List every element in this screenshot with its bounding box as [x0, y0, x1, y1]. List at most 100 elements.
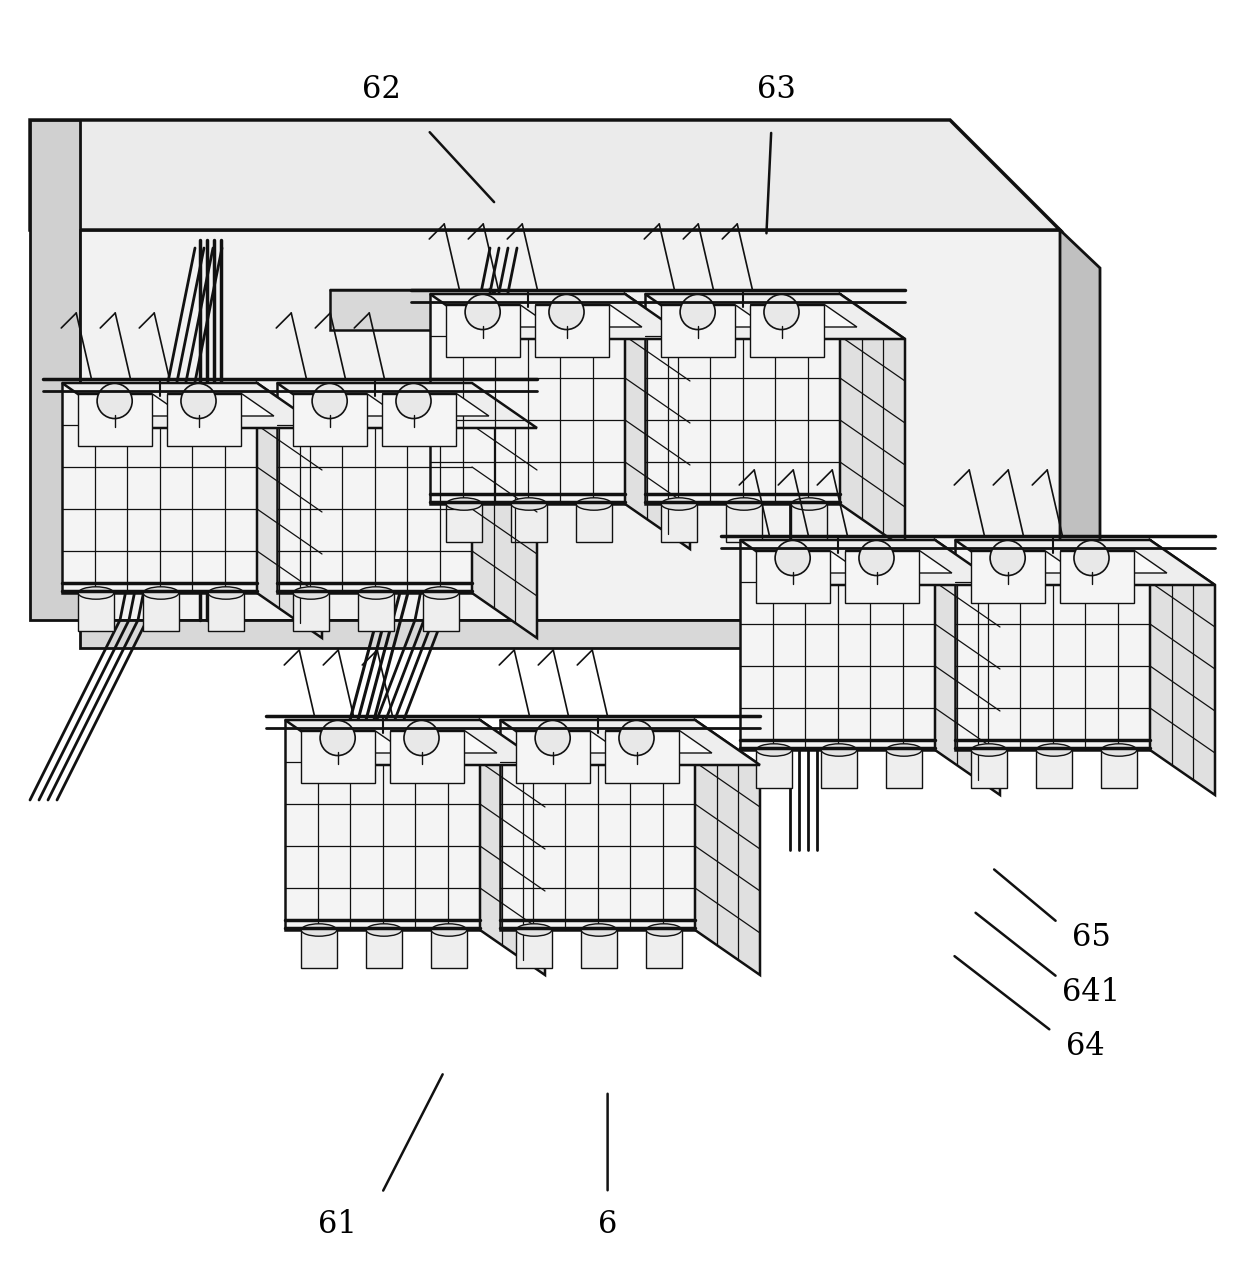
- Polygon shape: [755, 550, 862, 573]
- Circle shape: [181, 384, 216, 419]
- Polygon shape: [446, 504, 481, 542]
- Ellipse shape: [887, 744, 921, 757]
- Circle shape: [536, 721, 570, 755]
- Polygon shape: [646, 930, 682, 967]
- Polygon shape: [1060, 550, 1167, 573]
- Polygon shape: [62, 383, 257, 593]
- Polygon shape: [661, 305, 768, 327]
- Polygon shape: [391, 730, 465, 783]
- Polygon shape: [887, 750, 921, 787]
- Ellipse shape: [432, 924, 466, 937]
- Polygon shape: [846, 550, 919, 604]
- Polygon shape: [432, 930, 466, 967]
- Polygon shape: [445, 305, 552, 327]
- Text: 62: 62: [362, 74, 402, 105]
- Polygon shape: [935, 540, 999, 795]
- Polygon shape: [500, 720, 760, 766]
- Polygon shape: [955, 540, 1149, 750]
- Ellipse shape: [1101, 744, 1137, 757]
- Circle shape: [465, 295, 500, 329]
- Polygon shape: [1149, 540, 1215, 795]
- Ellipse shape: [646, 924, 682, 937]
- Circle shape: [312, 384, 347, 419]
- Polygon shape: [955, 540, 1215, 584]
- Polygon shape: [536, 305, 642, 327]
- Polygon shape: [167, 393, 242, 447]
- Circle shape: [1074, 541, 1109, 575]
- Polygon shape: [971, 550, 1044, 604]
- Polygon shape: [78, 393, 151, 447]
- Polygon shape: [971, 550, 1078, 573]
- Polygon shape: [500, 720, 694, 930]
- Ellipse shape: [516, 924, 552, 937]
- Polygon shape: [846, 550, 952, 573]
- Polygon shape: [480, 720, 546, 975]
- Polygon shape: [661, 504, 697, 542]
- Text: 65: 65: [1071, 923, 1111, 953]
- Polygon shape: [1101, 750, 1137, 787]
- Circle shape: [680, 295, 715, 329]
- Polygon shape: [293, 393, 367, 447]
- Polygon shape: [81, 620, 1060, 648]
- Ellipse shape: [511, 498, 547, 510]
- Ellipse shape: [971, 744, 1007, 757]
- Polygon shape: [78, 593, 114, 630]
- Polygon shape: [285, 720, 546, 766]
- Polygon shape: [582, 930, 616, 967]
- Polygon shape: [740, 540, 935, 750]
- Polygon shape: [445, 305, 520, 357]
- Polygon shape: [750, 305, 857, 327]
- Polygon shape: [430, 293, 625, 504]
- Polygon shape: [167, 393, 274, 416]
- Polygon shape: [577, 504, 611, 542]
- Polygon shape: [661, 305, 734, 357]
- Ellipse shape: [366, 924, 402, 937]
- Polygon shape: [536, 305, 609, 357]
- Polygon shape: [62, 383, 322, 427]
- Polygon shape: [30, 120, 1060, 230]
- Polygon shape: [605, 730, 680, 783]
- Circle shape: [619, 721, 653, 755]
- Polygon shape: [300, 730, 374, 783]
- Text: 64: 64: [1065, 1031, 1105, 1062]
- Polygon shape: [516, 730, 622, 753]
- Polygon shape: [1060, 230, 1100, 648]
- Ellipse shape: [577, 498, 611, 510]
- Ellipse shape: [423, 587, 459, 600]
- Circle shape: [320, 721, 355, 755]
- Polygon shape: [277, 383, 537, 427]
- Polygon shape: [293, 593, 329, 630]
- Text: 63: 63: [756, 74, 796, 105]
- Circle shape: [859, 541, 894, 575]
- Polygon shape: [277, 383, 472, 593]
- Polygon shape: [645, 293, 839, 504]
- Polygon shape: [423, 593, 459, 630]
- Polygon shape: [300, 730, 407, 753]
- Text: 61: 61: [317, 1210, 357, 1240]
- Ellipse shape: [144, 587, 179, 600]
- Polygon shape: [756, 750, 791, 787]
- Ellipse shape: [301, 924, 337, 937]
- Polygon shape: [516, 730, 590, 783]
- Polygon shape: [382, 393, 456, 447]
- Polygon shape: [301, 930, 337, 967]
- Polygon shape: [1037, 750, 1071, 787]
- Polygon shape: [30, 120, 81, 620]
- Polygon shape: [1060, 550, 1135, 604]
- Ellipse shape: [727, 498, 761, 510]
- Polygon shape: [694, 720, 760, 975]
- Polygon shape: [285, 720, 480, 930]
- Polygon shape: [366, 930, 402, 967]
- Polygon shape: [821, 750, 857, 787]
- Polygon shape: [516, 930, 552, 967]
- Ellipse shape: [661, 498, 697, 510]
- Polygon shape: [382, 393, 489, 416]
- Ellipse shape: [1037, 744, 1071, 757]
- Ellipse shape: [358, 587, 394, 600]
- Circle shape: [775, 541, 810, 575]
- Circle shape: [404, 721, 439, 755]
- Polygon shape: [78, 393, 185, 416]
- Polygon shape: [839, 293, 905, 549]
- Ellipse shape: [582, 924, 616, 937]
- Polygon shape: [81, 230, 1060, 620]
